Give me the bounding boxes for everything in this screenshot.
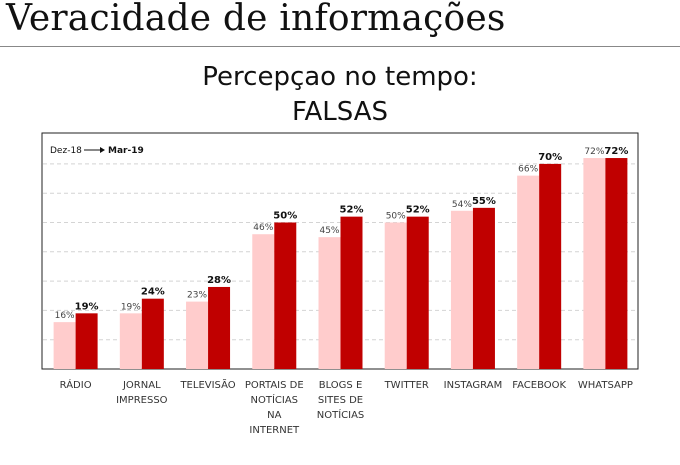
value-label-mar-19: 52% bbox=[340, 205, 364, 216]
category-label: INSTAGRAM bbox=[444, 380, 503, 391]
bar-dez-18 bbox=[252, 234, 275, 369]
bar-mar-19 bbox=[406, 216, 429, 369]
bar-dez-18 bbox=[119, 313, 142, 369]
category-label: TWITTER bbox=[384, 380, 429, 391]
value-label-mar-19: 55% bbox=[472, 196, 496, 207]
value-label-dez-18: 45% bbox=[319, 226, 339, 236]
bar-dez-18 bbox=[517, 175, 540, 369]
value-label-mar-19: 19% bbox=[75, 301, 99, 312]
value-label-dez-18: 46% bbox=[253, 223, 273, 233]
value-label-mar-19: 28% bbox=[207, 275, 231, 286]
bar-mar-19 bbox=[605, 158, 628, 369]
bar-mar-19 bbox=[539, 163, 562, 369]
bar-mar-19 bbox=[75, 313, 98, 369]
category-label: PORTAIS DE NOTÍCIAS NA INTERNET bbox=[245, 380, 304, 436]
value-label-dez-18: 54% bbox=[452, 200, 472, 210]
value-label-dez-18: 19% bbox=[121, 302, 141, 312]
chart-subtitle-line2: FALSAS bbox=[291, 97, 389, 127]
bar-dez-18 bbox=[450, 210, 473, 369]
category-label: WHATSAPP bbox=[578, 380, 633, 391]
value-label-mar-19: 72% bbox=[604, 146, 628, 157]
value-label-dez-18: 72% bbox=[584, 147, 604, 157]
category-label: JORNAL IMPRESSO bbox=[116, 380, 168, 406]
category-label: RÁDIO bbox=[60, 378, 92, 391]
value-label-dez-18: 23% bbox=[187, 291, 207, 301]
category-label: TELEVISÃO bbox=[179, 378, 235, 391]
title-divider bbox=[0, 46, 680, 47]
bar-dez-18 bbox=[186, 301, 209, 369]
bar-dez-18 bbox=[53, 322, 76, 369]
value-label-dez-18: 66% bbox=[518, 165, 538, 175]
value-label-mar-19: 52% bbox=[406, 205, 430, 216]
bar-mar-19 bbox=[274, 222, 297, 369]
value-label-mar-19: 70% bbox=[538, 152, 562, 163]
category-label: BLOGS E SITES DE NOTÍCIAS bbox=[317, 380, 365, 421]
value-label-dez-18: 16% bbox=[55, 311, 75, 321]
bar-mar-19 bbox=[472, 207, 495, 369]
slide-title: Veracidade de informações bbox=[6, 0, 506, 39]
bar-mar-19 bbox=[208, 286, 231, 369]
value-label-dez-18: 50% bbox=[386, 212, 406, 222]
value-label-mar-19: 50% bbox=[273, 211, 297, 222]
chart-subtitle-line1: Percepçao no tempo: bbox=[202, 62, 478, 92]
legend-from: Dez-18 bbox=[50, 146, 82, 156]
bars bbox=[53, 158, 628, 369]
category-label: FACEBOOK bbox=[512, 380, 566, 391]
category-labels: RÁDIO JORNAL IMPRESSO TELEVISÃO PORTAIS DE NO… bbox=[60, 378, 633, 436]
value-label-mar-19: 24% bbox=[141, 287, 165, 298]
bar-dez-18 bbox=[384, 222, 407, 369]
legend-arrow-head bbox=[100, 147, 105, 153]
bar-mar-19 bbox=[141, 298, 164, 369]
bar-mar-19 bbox=[340, 216, 363, 369]
legend: Dez-18 Mar-19 bbox=[50, 146, 144, 156]
value-labels: 16%19% 19%24% 23%28%46%50%45%52%50%52% 54% 5… bbox=[55, 146, 629, 321]
legend-to: Mar-19 bbox=[108, 146, 144, 156]
bar-dez-18 bbox=[583, 158, 606, 369]
bar-dez-18 bbox=[318, 237, 341, 369]
